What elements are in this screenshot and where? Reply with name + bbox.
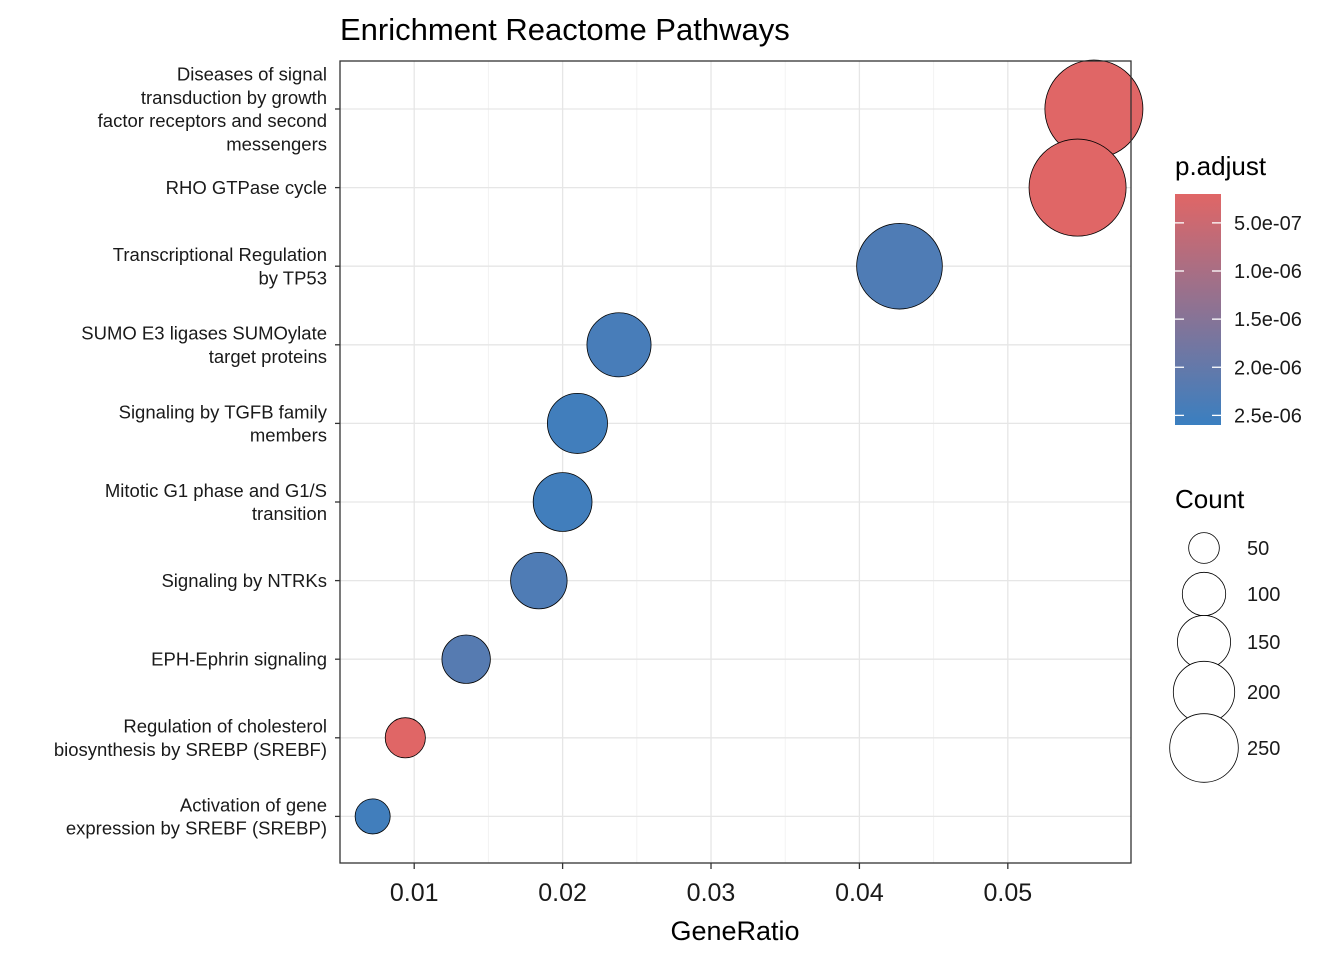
category-label: EPH-Ephrin signaling	[151, 649, 327, 670]
color-legend-label: 1.0e-06	[1234, 261, 1302, 283]
x-tick-label: 0.01	[390, 879, 439, 907]
size-legend-circle	[1188, 532, 1220, 564]
plot-panel	[339, 59, 1144, 864]
count-legend-title: Count	[1175, 484, 1245, 514]
color-legend-label: 5.0e-07	[1234, 213, 1302, 235]
size-legend-circle	[1177, 615, 1231, 669]
data-point	[586, 312, 652, 378]
p-adjust-legend-title: p.adjust	[1175, 151, 1267, 181]
data-point	[532, 472, 593, 532]
x-tick-label: 0.02	[538, 879, 587, 907]
x-tick-label: 0.03	[687, 879, 736, 907]
category-label: Regulation of cholesterol biosynthesis by…	[54, 716, 327, 760]
p-adjust-legend: p.adjust 5.0e-07 1.0e-06 1.5e-06 2.0e-06 2.5…	[1175, 151, 1302, 427]
x-tick-label: 0.05	[983, 879, 1032, 907]
color-legend-label: 2.0e-06	[1234, 357, 1302, 379]
size-legend-label: 150	[1247, 632, 1280, 654]
size-legend-label: 50	[1247, 538, 1269, 560]
data-point	[441, 634, 491, 684]
size-legend-circle	[1169, 713, 1239, 783]
category-label: Transcriptional Regulation by TP53	[113, 244, 327, 288]
category-label: SUMO E3 ligases SUMOylate target proteins	[81, 323, 327, 367]
category-label: RHO GTPase cycle	[166, 177, 327, 198]
color-legend-label: 1.5e-06	[1234, 309, 1302, 331]
count-legend: Count 50 100 150 200 250	[1169, 484, 1280, 783]
category-label: Diseases of signal transduction by growth…	[98, 64, 327, 155]
data-point	[384, 717, 426, 759]
size-legend-label: 250	[1247, 738, 1280, 760]
size-legend-circle	[1181, 571, 1227, 617]
data-point	[1028, 138, 1127, 237]
color-bar	[1175, 194, 1221, 425]
category-label: Signaling by TGFB family members	[119, 401, 328, 445]
color-legend-label: 2.5e-06	[1234, 405, 1302, 427]
data-point	[546, 392, 608, 454]
data-point	[510, 551, 568, 610]
category-label: Signaling by NTRKs	[161, 570, 327, 591]
data-point	[354, 798, 391, 835]
y-axis-labels: Diseases of signal transduction by growth…	[54, 64, 340, 839]
size-legend-label: 100	[1247, 584, 1280, 606]
panel-border	[339, 60, 1132, 864]
category-label: Mitotic G1 phase and G1/S transition	[105, 480, 327, 524]
x-axis-title: GeneRatio	[670, 916, 799, 946]
category-label: Activation of gene expression by SREBF (S…	[66, 794, 327, 838]
x-tick-label: 0.04	[835, 879, 884, 907]
x-axis-ticks: 0.01 0.02 0.03 0.04 0.05	[390, 863, 1032, 907]
chart-title: Enrichment Reactome Pathways	[340, 12, 790, 47]
data-point	[856, 222, 943, 310]
size-legend-label: 200	[1247, 682, 1280, 704]
